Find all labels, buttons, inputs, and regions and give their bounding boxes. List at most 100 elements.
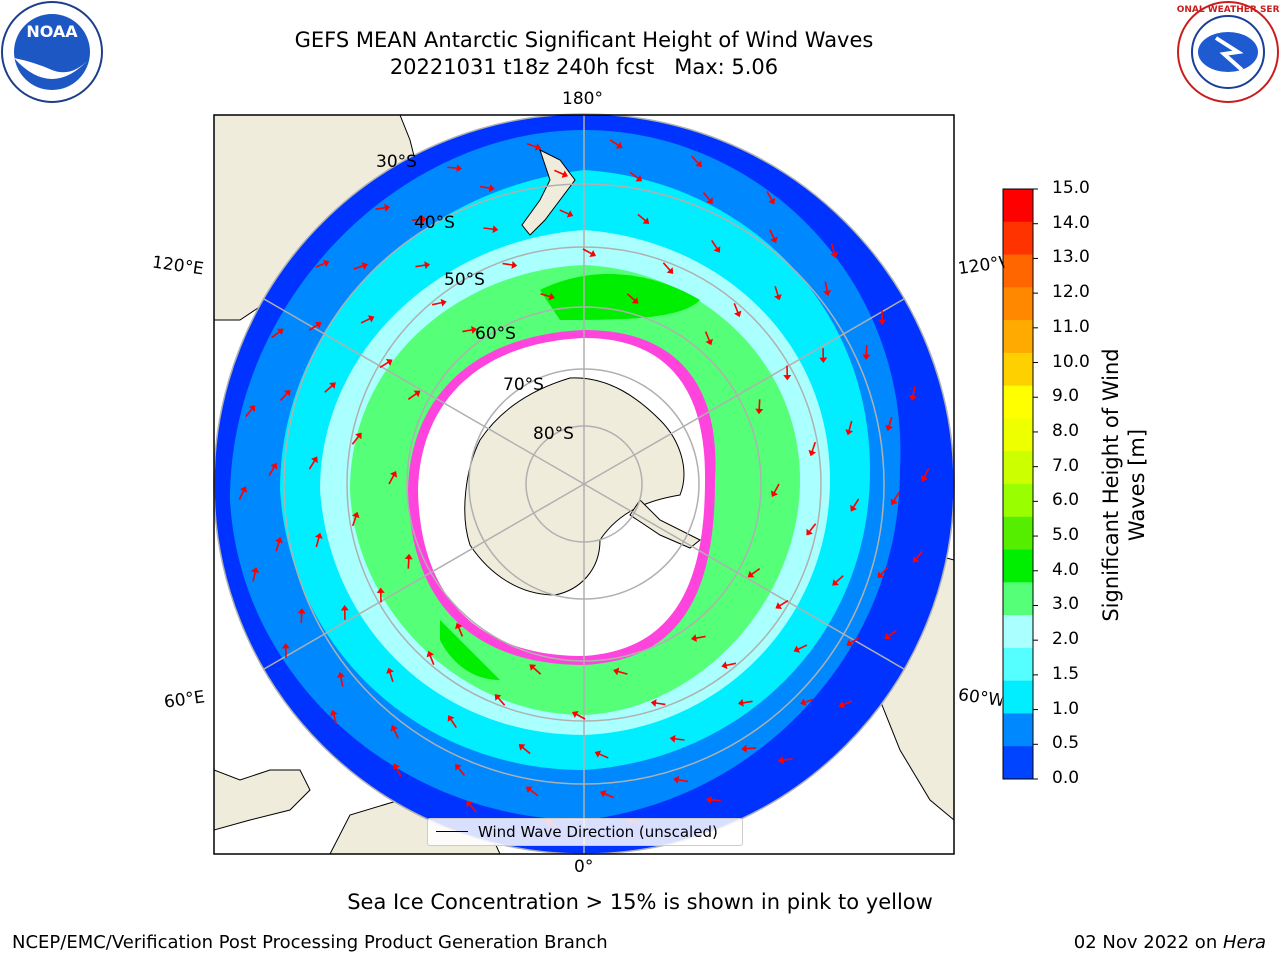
wind-wave-arrowhead (336, 671, 345, 678)
land-africa (214, 769, 311, 831)
wind-wave-arrow (389, 671, 394, 682)
wind-wave-arrow (411, 218, 423, 221)
wind-wave-arrow (850, 637, 860, 644)
colorbar-swatch (1003, 254, 1033, 288)
colorbar-tick-label: 3.0 (1052, 594, 1080, 615)
wind-wave-arrow (711, 239, 718, 250)
lon-label-bottom: 0° (574, 857, 594, 877)
wind-wave-arrow (275, 541, 280, 552)
wind-wave-arrowhead (737, 698, 744, 707)
wind-wave-arrowhead (385, 359, 393, 366)
wind-wave-arrow (704, 331, 711, 342)
colorbar-tick-label: 9.0 (1052, 386, 1080, 407)
wind-wave-arrow (468, 803, 477, 813)
colorbar-tick-label: 14.0 (1052, 212, 1090, 233)
wind-wave-arrowhead (706, 197, 713, 205)
nws-logo: NATIONAL WEATHER SERVICE (1153, 0, 1280, 104)
wind-wave-arrowhead (695, 160, 702, 168)
wind-wave-arrow (609, 139, 619, 147)
wind-wave-arrowhead (361, 262, 368, 270)
wind-wave-arrowhead (275, 536, 283, 544)
wind-wave-arrowhead (488, 184, 495, 193)
wind-wave-arrow (457, 626, 464, 637)
wind-wave-arrow (811, 441, 817, 452)
wind-wave-arrowhead (534, 143, 542, 151)
wind-wave-arrow (521, 746, 531, 755)
wind-wave-arrowhead (631, 297, 639, 304)
colorbar-swatch (1003, 647, 1033, 682)
colorbar-swatch (1003, 516, 1033, 551)
lat-label-80s: 80°S (533, 424, 574, 444)
wind-wave-arrowhead (912, 556, 920, 563)
wind-wave-arrow (360, 317, 371, 324)
wind-wave-arrowhead (390, 470, 398, 478)
wind-wave-arrow (431, 301, 443, 306)
colorbar-swatch (1003, 221, 1033, 256)
wind-wave-arrowhead (239, 486, 248, 493)
wind-wave-arrowhead (862, 354, 871, 360)
wind-wave-arrowhead (635, 174, 643, 182)
wind-wave-arrowhead (426, 650, 434, 658)
land-newzealand (521, 149, 576, 236)
wind-wave-arrow (742, 700, 753, 704)
wind-wave-arrow (893, 492, 900, 502)
wind-wave-arrow (388, 474, 395, 485)
colorbar-swatch (1003, 320, 1033, 354)
lon-label-top: 180° (562, 89, 603, 109)
wind-wave-arrowhead (413, 390, 421, 398)
wind-wave-arrowhead (494, 694, 502, 701)
map-frame (213, 114, 955, 855)
wind-wave-arrowhead (355, 432, 362, 440)
wind-wave-arrowhead (511, 260, 518, 269)
wind-wave-arrowhead (525, 786, 533, 794)
wind-wave-arrowhead (404, 553, 413, 560)
wind-wave-arrow (604, 792, 614, 799)
colorbar-swatch (1003, 287, 1033, 321)
wind-wave-arrowhead (548, 292, 555, 301)
wind-wave-arrow (773, 483, 780, 494)
land-antarctic-peninsula (629, 499, 701, 549)
wind-wave-arrowhead (734, 310, 742, 318)
colorbar-swatch (1003, 352, 1033, 387)
wind-wave-arrowhead (770, 236, 778, 244)
wind-wave-arrow (598, 753, 609, 759)
colorbar-tick-label: 2.0 (1052, 629, 1080, 650)
wind-wave-arrowhead (599, 790, 607, 798)
ocean-bright-green-1 (540, 273, 700, 320)
wind-wave-arrow (353, 265, 364, 270)
wind-wave-arrow (554, 169, 564, 176)
colorbar-swatch (1003, 418, 1033, 452)
wind-wave-arrow (617, 670, 628, 675)
wind-wave-arrow (457, 767, 466, 776)
wind-wave-arrow (626, 293, 636, 302)
ocean-bright-green-2 (440, 620, 500, 680)
wind-wave-arrow (733, 303, 739, 313)
colorbar-tick-label: 1.0 (1052, 698, 1080, 719)
colorbar-tick-label: 12.0 (1052, 282, 1090, 303)
wind-wave-arrow (559, 209, 570, 215)
wind-wave-arrowhead (367, 315, 375, 323)
wind-wave-arrow (710, 799, 721, 802)
wind-wave-arrow (677, 778, 688, 783)
wind-wave-arrow (582, 248, 593, 255)
wind-wave-arrow (480, 185, 491, 190)
colorbar-swatch (1003, 385, 1033, 419)
wind-wave-arrowhead (281, 643, 290, 649)
wind-wave-arrow (912, 386, 916, 397)
wind-wave-arrowhead (705, 795, 712, 804)
wind-wave-arrowhead (642, 217, 650, 224)
wind-wave-arrow (502, 262, 513, 266)
wind-wave-arrowhead (768, 197, 776, 205)
wind-wave-arrowhead (329, 709, 338, 717)
wind-wave-arrow (923, 468, 930, 478)
page-title: GEFS MEAN Antarctic Significant Height o… (294, 28, 874, 52)
wind-wave-arrow (804, 698, 815, 703)
colorbar (1002, 188, 1038, 780)
wind-wave-arrowhead (909, 394, 917, 401)
wind-wave-arrowhead (455, 622, 463, 630)
wind-wave-arrow (375, 206, 386, 210)
wind-wave-arrow (395, 767, 402, 777)
noaa-text: NOAA (26, 22, 78, 41)
map-legend: Wind Wave Direction (unscaled) (427, 818, 743, 846)
wind-wave-arrowhead (850, 504, 857, 512)
